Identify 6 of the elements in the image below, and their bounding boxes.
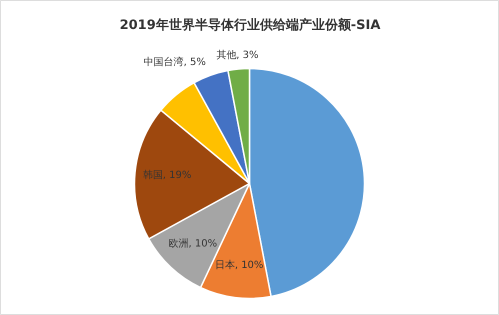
slice-label: 日本, 10%	[214, 259, 264, 272]
chart-title: 2019年世界半导体行业供给端产业份额-SIA	[120, 17, 380, 33]
slice-label: 其他, 3%	[216, 48, 258, 61]
slice-label: 韩国, 19%	[142, 169, 192, 182]
slice-label: 欧洲, 10%	[168, 237, 218, 250]
slice-label: 中国台湾, 5%	[144, 56, 206, 68]
